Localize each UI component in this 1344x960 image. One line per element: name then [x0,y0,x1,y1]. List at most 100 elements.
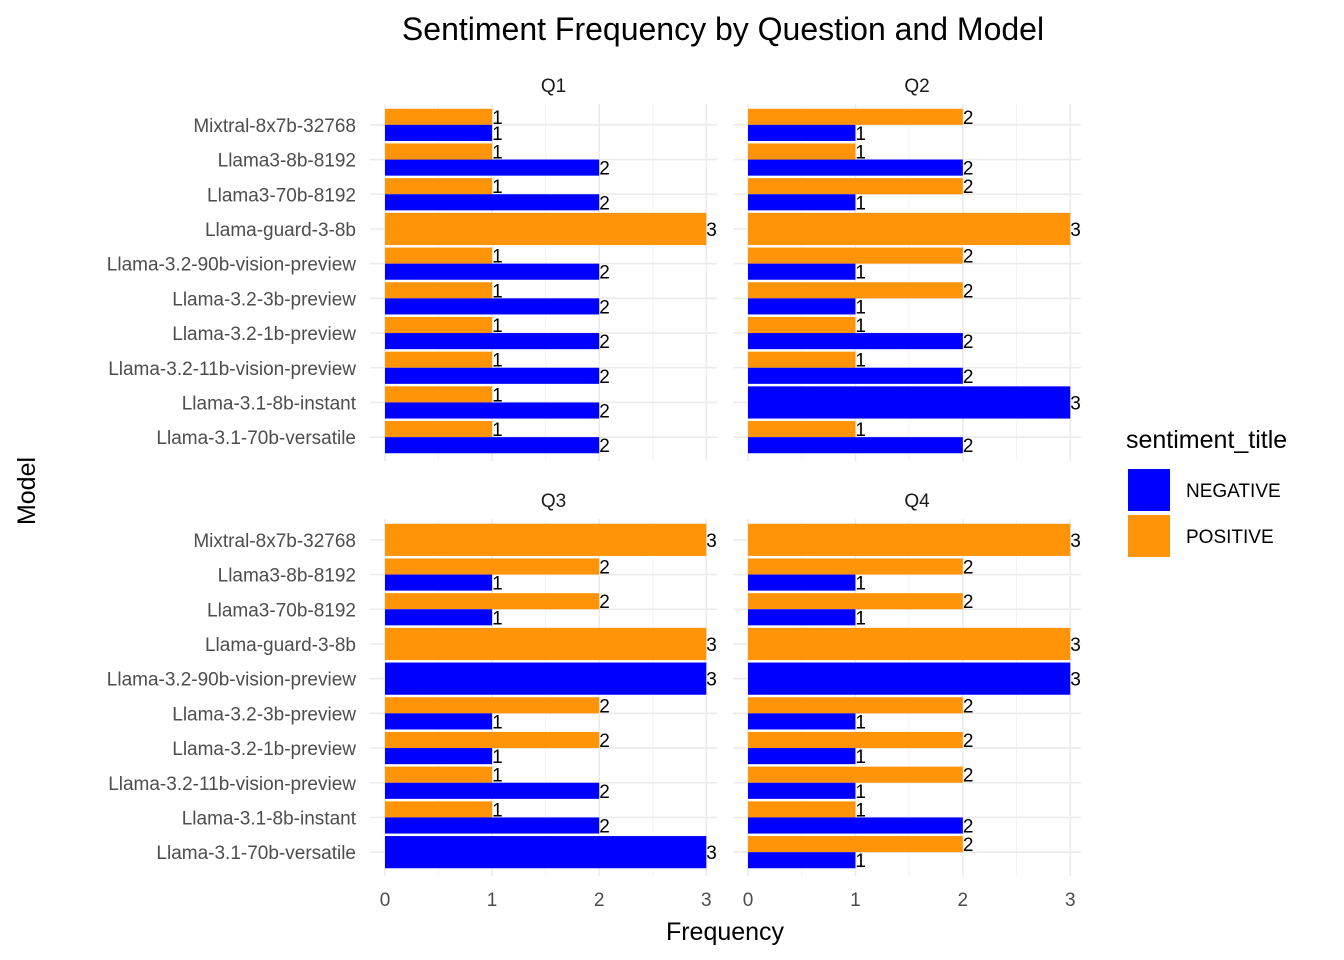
bar-value-label: 2 [963,332,974,353]
bar-value-label: 1 [855,747,866,768]
bar-negative [385,402,600,419]
bar-value-label: 2 [599,592,610,613]
bar-value-label: 1 [855,712,866,733]
y-tick-label: Llama-3.2-11b-vision-preview [108,359,356,380]
chart-title: Sentiment Frequency by Question and Mode… [402,11,1044,47]
bar-negative [385,574,493,591]
x-tick-label: 2 [594,890,605,911]
bar-positive [385,766,493,783]
bar-value-label: 1 [855,800,866,821]
y-tick-label: Llama3-70b-8192 [207,185,356,206]
bar-negative [385,817,600,834]
bar-value-label: 1 [492,316,503,337]
bar-positive [748,316,856,334]
bar-positive [748,143,856,160]
bar-negative [748,782,856,799]
bar-value-label: 3 [1070,670,1081,691]
x-tick-label: 0 [743,890,754,911]
bar-value-label: 3 [706,635,717,656]
facet-panel-q1: Q11112123121212121212Mixtral-8x7b-32768L… [107,76,717,461]
bar-positive [748,627,1071,661]
bar-positive [385,282,493,299]
bar-negative [385,367,600,384]
bar-negative [748,748,856,765]
bar-value-label: 2 [963,817,974,838]
y-tick-label: Mixtral-8x7b-32768 [193,116,356,137]
bar-positive [385,697,600,714]
bar-value-label: 3 [1070,220,1081,241]
bar-positive [748,282,963,299]
bar-negative [385,609,493,626]
bar-value-label: 2 [599,782,610,803]
bar-value-label: 2 [963,558,974,579]
x-axis-title: Frequency [666,918,785,946]
legend-key-positive [1128,515,1170,557]
bar-positive [748,731,963,749]
bar-value-label: 2 [963,766,974,787]
bar-value-label: 3 [706,531,717,552]
bar-value-label: 2 [963,247,974,268]
bar-positive [748,178,963,195]
y-tick-label: Llama3-8b-8192 [218,566,356,587]
y-tick-label: Llama-3.2-11b-vision-preview [108,774,356,795]
bar-value-label: 2 [599,297,610,318]
bar-value-label: 3 [706,670,717,691]
x-tick-label: 3 [1065,890,1076,911]
legend-label: POSITIVE [1186,527,1274,548]
y-tick-label: Llama-3.1-8b-instant [182,808,357,829]
bar-positive [748,593,963,610]
x-tick-label: 1 [487,890,498,911]
facet-panels: Q1 1 1 1 2 1 2 3 1 2 1 2 1 2 1 2 1 2 1 2 Mixtral-8x7b-32768 L… [107,76,1081,911]
bar-value-label: 1 [492,351,503,372]
legend: sentiment_title NEGATIVE POSITIVE [1126,426,1287,557]
bar-negative [748,817,963,834]
bar-positive [748,108,963,125]
y-tick-label: Llama-3.1-70b-versatile [156,428,356,449]
bar-value-label: 2 [963,436,974,457]
bar-value-label: 2 [963,108,974,129]
bar-negative [385,662,707,695]
bar-value-label: 1 [492,747,503,768]
bar-value-label: 2 [963,592,974,613]
bar-value-label: 1 [492,281,503,302]
bar-value-label: 2 [599,193,610,214]
bar-negative [385,836,707,869]
bar-positive [385,558,600,575]
bar-negative [748,609,856,626]
bar-negative [385,263,600,280]
facet-panel-q3: Q33212133212112123Mixtral-8x7b-32768Llam… [107,491,717,911]
y-tick-label: Llama-3.1-70b-versatile [156,843,356,864]
bar-value-label: 2 [599,159,610,180]
bar-value-label: 2 [599,558,610,579]
y-tick-label: Llama-3.2-3b-preview [172,289,356,310]
bar-positive [748,836,963,853]
bar-value-label: 2 [599,436,610,457]
bar-value-label: 1 [492,608,503,629]
bar-value-label: 2 [599,402,610,423]
y-tick-label: Llama-guard-3-8b [205,220,356,241]
bar-value-label: 1 [855,608,866,629]
bar-value-label: 1 [492,108,503,129]
facet-strip-label: Q2 [904,76,929,97]
bar-value-label: 1 [855,574,866,595]
facet-strip-label: Q1 [541,76,566,97]
bar-negative [748,159,963,176]
x-tick-label: 2 [958,890,969,911]
bar-value-label: 2 [963,159,974,180]
bar-value-label: 1 [855,143,866,164]
bar-negative [748,386,1071,419]
bar-negative [385,333,600,350]
bar-value-label: 1 [492,385,503,406]
bar-positive [748,212,1071,246]
bar-value-label: 3 [706,220,717,241]
bar-value-label: 2 [599,696,610,717]
bar-negative [385,194,600,211]
bar-positive [748,697,963,714]
bar-value-label: 2 [599,367,610,388]
bar-positive [385,247,493,264]
bar-value-label: 1 [492,420,503,441]
bar-value-label: 3 [1070,531,1081,552]
bar-negative [385,124,493,141]
